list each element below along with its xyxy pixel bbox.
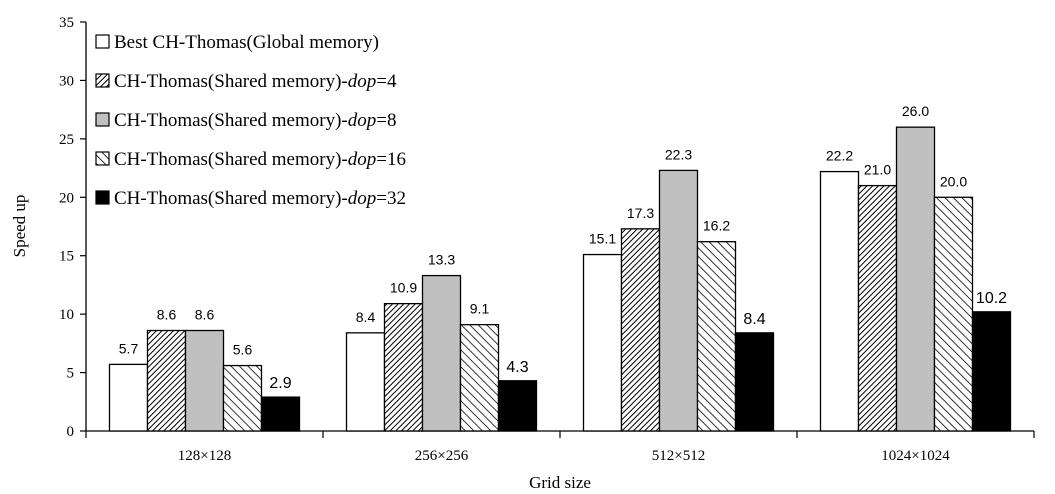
legend: Best CH-Thomas(Global memory) CH-Thomas(S… <box>95 32 406 209</box>
y-tick-label: 15 <box>59 249 74 265</box>
y-tick-label: 35 <box>59 15 74 31</box>
bar <box>345 332 386 432</box>
y-tick-label: 10 <box>59 307 74 323</box>
bar <box>222 364 263 432</box>
bar <box>696 241 737 432</box>
data-label: 8.6 <box>195 307 215 323</box>
data-label: 4.3 <box>506 359 528 376</box>
bar <box>857 184 898 432</box>
legend-entry: Best CH-Thomas(Global memory) <box>114 32 379 53</box>
data-label: 13.3 <box>428 252 455 268</box>
legend-entry: CH-Thomas(Shared memory)-dop=32 <box>114 188 406 209</box>
data-label: 10.9 <box>390 280 417 296</box>
legend-entry: CH-Thomas(Shared memory)-dop=8 <box>114 110 396 131</box>
x-axis-label: Grid size <box>529 473 591 492</box>
y-tick-label: 25 <box>59 132 74 148</box>
data-label: 8.4 <box>356 309 376 325</box>
bar <box>184 329 225 432</box>
legend-swatch <box>95 190 110 205</box>
legend-swatch <box>95 34 110 49</box>
data-labels: 5.7 8.6 8.6 5.6 2.9 8.4 10.9 13.3 9.1 4.3 15.1 17.3… <box>119 103 1007 392</box>
bar <box>146 329 187 432</box>
data-label: 9.1 <box>470 301 490 317</box>
bar <box>260 396 301 432</box>
data-label: 20.0 <box>940 173 967 189</box>
legend-swatch <box>95 112 110 127</box>
legend-swatch <box>95 151 110 166</box>
legend-swatch <box>95 73 110 88</box>
y-ticks: 0 5 10 15 20 25 30 35 <box>59 15 86 440</box>
bar <box>895 126 936 432</box>
x-tick-label: 128×128 <box>178 448 231 464</box>
data-label: 22.2 <box>826 148 853 164</box>
data-label: 26.0 <box>902 103 929 119</box>
data-label: 5.6 <box>233 342 253 358</box>
bar <box>459 324 500 432</box>
bar <box>620 228 661 432</box>
data-label: 10.2 <box>976 290 1007 307</box>
data-label: 17.3 <box>627 205 654 221</box>
bar <box>734 332 775 432</box>
y-tick-label: 0 <box>67 424 75 440</box>
x-ticks: 128×128 256×256 512×512 1024×1024 <box>85 431 1035 464</box>
bar <box>497 380 538 432</box>
bar <box>819 170 860 432</box>
data-label: 5.7 <box>119 340 139 356</box>
x-tick-label: 1024×1024 <box>881 448 950 464</box>
data-label: 16.2 <box>703 218 730 234</box>
data-label: 21.0 <box>864 162 891 178</box>
bar <box>421 274 462 432</box>
bar <box>971 311 1012 432</box>
data-label: 2.9 <box>269 375 291 392</box>
bar <box>658 169 699 432</box>
data-label: 8.6 <box>157 307 177 323</box>
data-label: 8.4 <box>743 311 765 328</box>
bar <box>582 253 623 432</box>
bar <box>933 196 974 432</box>
bar <box>383 302 424 432</box>
y-tick-label: 30 <box>59 73 74 89</box>
y-tick-label: 5 <box>67 366 75 382</box>
bars <box>108 126 1012 432</box>
data-label: 15.1 <box>589 231 616 247</box>
y-tick-label: 20 <box>59 190 74 206</box>
y-axis-label: Speed up <box>10 195 29 258</box>
x-tick-label: 256×256 <box>415 448 469 464</box>
bar <box>108 363 149 432</box>
data-label: 22.3 <box>665 146 692 162</box>
x-tick-label: 512×512 <box>652 448 705 464</box>
legend-entry: CH-Thomas(Shared memory)-dop=16 <box>114 149 406 170</box>
legend-entry: CH-Thomas(Shared memory)-dop=4 <box>114 71 397 92</box>
